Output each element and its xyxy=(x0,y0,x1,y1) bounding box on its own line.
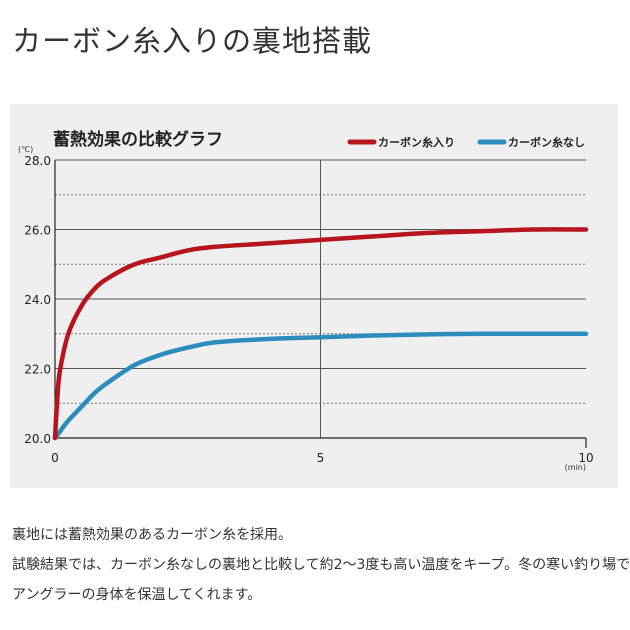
series xyxy=(52,227,589,441)
y-tick-label: 26.0 xyxy=(24,224,51,238)
x-unit-label: (min) xyxy=(565,463,586,472)
x-tick-label: 10 xyxy=(578,451,593,465)
chart-title: 蓄熱効果の比較グラフ xyxy=(53,129,223,150)
axes xyxy=(54,160,587,448)
x-tick-label: 0 xyxy=(51,451,59,465)
description-line-3: アングラーの身体を保温してくれます。 xyxy=(12,587,262,603)
description-line-2: 試験結果では、カーボン糸なしの裏地と比較して約2〜3度も高い温度をキープ。冬の寒… xyxy=(12,557,630,573)
description: 裏地には蓄熱効果のあるカーボン糸を採用。 試験結果では、カーボン糸なしの裏地と比… xyxy=(12,520,630,610)
description-line-1: 裏地には蓄熱効果のあるカーボン糸を採用。 xyxy=(12,527,292,543)
legend: カーボン糸入り カーボン糸なし xyxy=(347,135,585,149)
y-tick-label: 28.0 xyxy=(24,154,51,168)
y-unit-label: (℃) xyxy=(18,145,33,154)
y-tick-label: 22.0 xyxy=(24,363,51,377)
series-line-with-carbon xyxy=(52,227,589,441)
legend-label-without-carbon: カーボン糸なし xyxy=(508,135,585,149)
x-tick-label: 5 xyxy=(317,451,325,465)
y-tick-label: 24.0 xyxy=(24,293,51,307)
grid xyxy=(55,159,586,438)
series-line-without-carbon xyxy=(52,331,589,441)
page-title: カーボン糸入りの裏地搭載 xyxy=(12,24,373,58)
heat-retention-chart: 蓄熱効果の比較グラフ カーボン糸入り カーボン糸なし (℃) (min) 20.… xyxy=(18,129,594,472)
tick-labels: 20.0 22.0 24.0 26.0 28.0 0 5 10 xyxy=(24,154,593,465)
legend-label-with-carbon: カーボン糸入り xyxy=(378,135,455,149)
chart-panel: 蓄熱効果の比較グラフ カーボン糸入り カーボン糸なし (℃) (min) 20.… xyxy=(10,104,618,488)
y-tick-label: 20.0 xyxy=(24,432,51,446)
